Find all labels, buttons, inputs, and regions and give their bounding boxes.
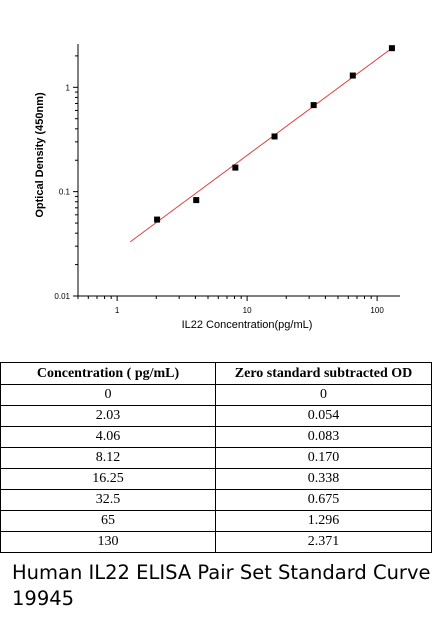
- x-axis-label: IL22 Concentration(pg/mL): [182, 319, 313, 331]
- table-row: 32.5 0.675: [0, 489, 432, 511]
- fit-line-group: [129, 47, 393, 243]
- figure-caption: Human IL22 ELISA Pair Set Standard Curve…: [12, 560, 434, 612]
- table-row: 4.06 0.083: [0, 426, 432, 448]
- od-cell: 0.054: [215, 405, 432, 427]
- fit-line: [129, 47, 393, 243]
- x-tick-label: 1: [115, 306, 120, 315]
- y-tick-label: 1: [66, 83, 71, 92]
- y-axis-ticks: 0.01 0.1 1: [54, 55, 78, 301]
- y-axis-label: Optical Density (450nm): [34, 92, 46, 218]
- concentration-cell: 2.03: [0, 405, 216, 427]
- od-cell: 2.371: [215, 531, 432, 553]
- table-row: 8.12 0.170: [0, 447, 432, 469]
- x-axis-ticks: 1 10 100: [77, 296, 384, 315]
- concentration-cell: 0: [0, 384, 216, 406]
- concentration-header: Concentration ( pg/mL): [0, 362, 216, 385]
- y-tick-label: 0.01: [54, 292, 70, 301]
- caption-title: Human IL22 ELISA Pair Set Standard Curve: [12, 561, 431, 584]
- data-point: [310, 102, 317, 109]
- data-points: [154, 45, 395, 223]
- od-cell: 0.083: [215, 426, 432, 448]
- od-cell: 1.296: [215, 510, 432, 532]
- concentration-cell: 16.25: [0, 468, 216, 490]
- od-header: Zero standard subtracted OD: [215, 362, 432, 385]
- table-row: 16.25 0.338: [0, 468, 432, 490]
- concentration-cell: 32.5: [0, 489, 216, 511]
- concentration-cell: 8.12: [0, 447, 216, 469]
- od-cell: 0.170: [215, 447, 432, 469]
- table-row: 130 2.371: [0, 531, 432, 553]
- od-cell: 0.675: [215, 489, 432, 511]
- y-tick-label: 0.1: [59, 188, 71, 197]
- od-cell: 0.338: [215, 468, 432, 490]
- x-tick-label: 100: [370, 306, 384, 315]
- caption-catalog-number: 19945: [12, 587, 75, 610]
- standard-curve-chart: 1 10 100 0.01 0.1 1 IL22 Concentration(pg/mL…: [34, 44, 400, 331]
- table-header-row: Concentration ( pg/mL) Zero standard sub…: [0, 362, 432, 385]
- concentration-cell: 130: [0, 531, 216, 553]
- data-point: [271, 133, 278, 140]
- concentration-cell: 65: [0, 510, 216, 532]
- concentration-cell: 4.06: [0, 426, 216, 448]
- standard-data-table: Concentration ( pg/mL) Zero standard sub…: [0, 362, 432, 553]
- od-cell: 0: [215, 384, 432, 406]
- chart-axes: [77, 44, 400, 297]
- table-row: 2.03 0.054: [0, 405, 432, 427]
- data-point: [232, 164, 239, 171]
- data-point: [193, 197, 200, 204]
- table-row: 0 0: [0, 384, 432, 406]
- data-point: [154, 216, 161, 223]
- table-row: 65 1.296: [0, 510, 432, 532]
- x-tick-label: 10: [243, 306, 252, 315]
- data-point: [349, 72, 356, 79]
- data-point: [388, 45, 395, 52]
